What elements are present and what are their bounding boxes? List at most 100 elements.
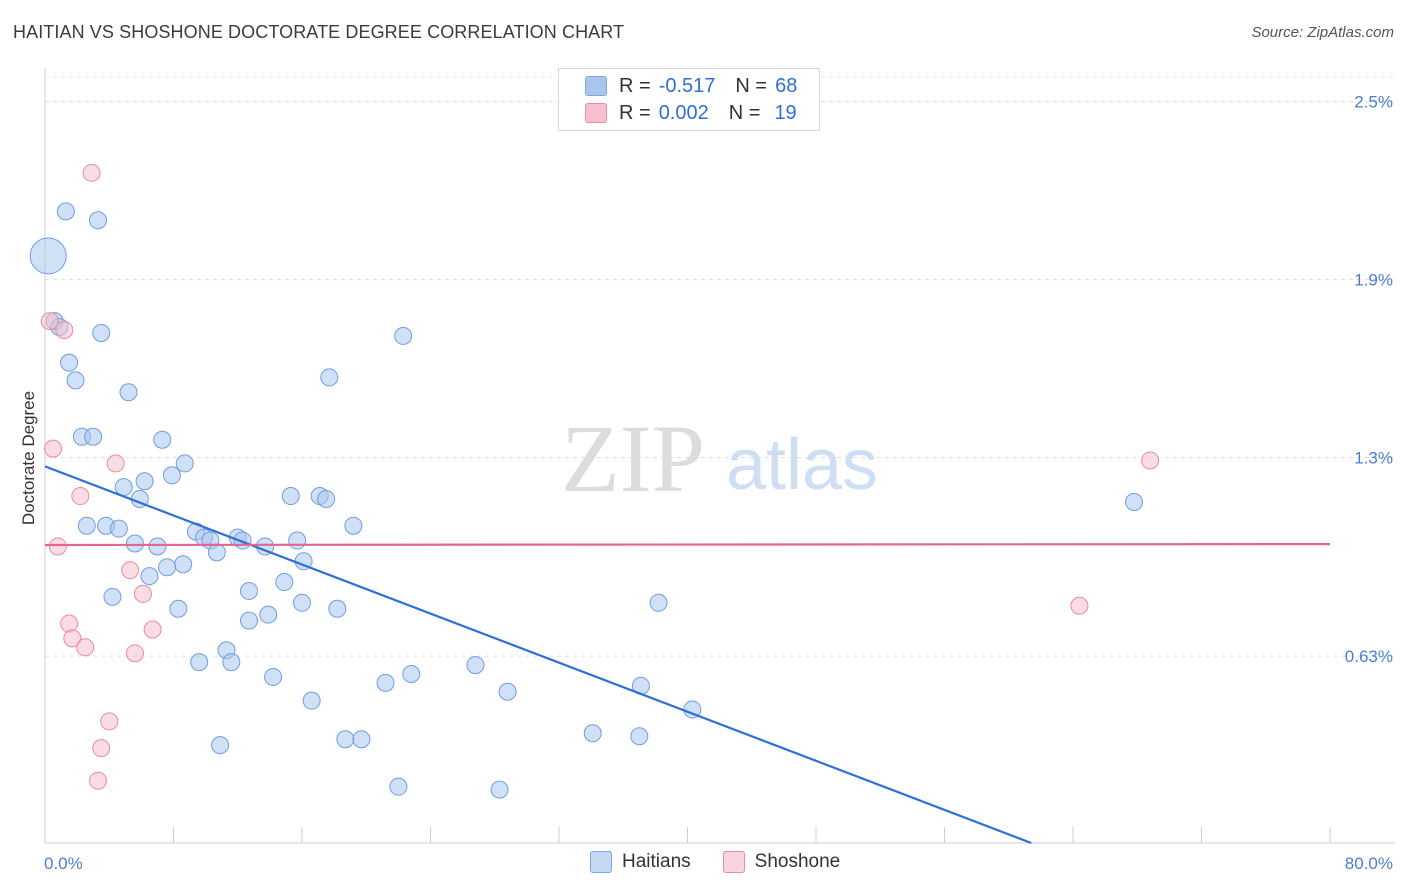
data-point-haitians <box>302 691 321 710</box>
data-point-haitians <box>389 777 408 796</box>
legend-n-value: 68 <box>775 74 798 97</box>
data-point-shoshone <box>44 439 63 458</box>
legend-swatch-shoshone <box>585 103 607 123</box>
data-point-shoshone <box>92 739 111 758</box>
data-point-haitians <box>190 653 209 672</box>
y-axis-label: Doctorate Degree <box>19 391 38 525</box>
data-point-haitians <box>125 534 144 553</box>
data-point-haitians <box>239 611 258 630</box>
legend-r-value: 0.002 <box>658 101 709 124</box>
data-point-haitians <box>264 667 283 686</box>
data-point-shoshone <box>48 537 67 556</box>
legend-row-shoshone: R = 0.002 N = 19 <box>585 101 797 125</box>
axes <box>44 68 1395 844</box>
x-tick-label: 0.0% <box>44 854 83 873</box>
data-point-haitians <box>175 454 194 473</box>
data-point-shoshone <box>76 638 95 657</box>
data-point-haitians <box>344 516 363 535</box>
data-point-shoshone <box>71 487 90 506</box>
legend-r-value: -0.517 <box>658 74 716 97</box>
data-point-haitians <box>56 202 75 221</box>
legend-r-label: R = <box>619 74 651 97</box>
data-point-shoshone <box>100 712 119 731</box>
data-point-haitians <box>259 605 278 624</box>
data-point-shoshone <box>121 561 140 580</box>
data-point-haitians <box>275 573 294 592</box>
legend-item-haitians[interactable]: Haitians <box>590 851 691 873</box>
legend-r-label: R = <box>619 101 651 124</box>
grid-lines <box>45 76 1395 657</box>
data-point-shoshone <box>125 644 144 663</box>
data-point-haitians <box>153 430 172 449</box>
data-point-shoshone <box>63 629 82 648</box>
data-point-haitians <box>66 371 85 390</box>
trend-line-shoshone <box>44 542 1331 547</box>
data-point-haitians <box>92 323 111 342</box>
data-point-haitians <box>328 599 347 618</box>
data-point-haitians <box>649 593 668 612</box>
data-point-haitians <box>317 490 336 509</box>
data-point-haitians <box>29 237 67 275</box>
legend-swatch-shoshone <box>722 851 745 873</box>
chart-title: HAITIAN VS SHOSHONE DOCTORATE DEGREE COR… <box>13 22 625 42</box>
data-point-haitians <box>394 326 413 345</box>
data-point-haitians <box>376 673 395 692</box>
series-legend: Haitians Shoshone <box>590 851 872 873</box>
watermark-atlas: atlas <box>726 425 878 505</box>
x-tick-label: 80.0% <box>1345 854 1393 873</box>
data-point-shoshone <box>55 320 74 339</box>
chart-source: Source: ZipAtlas.com <box>1251 24 1394 41</box>
data-point-shoshone <box>1141 451 1160 470</box>
y-tick-label: 2.5% <box>1354 93 1393 112</box>
legend-label-shoshone: Shoshone <box>754 851 841 872</box>
data-point-haitians <box>352 730 371 749</box>
data-point-haitians <box>109 519 128 538</box>
series-shoshone <box>40 163 1160 790</box>
data-point-haitians <box>119 383 138 402</box>
data-point-haitians <box>162 466 181 485</box>
legend-n-label: N = <box>728 101 761 124</box>
data-point-shoshone <box>106 454 125 473</box>
trend-lines <box>44 465 1331 845</box>
data-point-shoshone <box>1070 596 1089 615</box>
legend-row-haitians: R = -0.517 N = 68 <box>585 74 797 98</box>
watermark-zip: ZIP <box>561 405 705 512</box>
data-point-haitians <box>498 682 517 701</box>
data-point-haitians <box>222 653 241 672</box>
data-point-haitians <box>103 587 122 606</box>
data-point-haitians <box>466 656 485 675</box>
legend-n-label: N = <box>735 74 768 97</box>
data-point-haitians <box>89 211 108 230</box>
data-point-haitians <box>77 516 96 535</box>
data-point-haitians <box>211 736 230 755</box>
data-point-shoshone <box>89 771 108 790</box>
data-point-haitians <box>281 487 300 506</box>
data-point-haitians <box>320 368 339 387</box>
data-point-haitians <box>1125 492 1144 511</box>
data-point-haitians <box>583 724 602 743</box>
y-tick-label: 0.63% <box>1345 647 1393 666</box>
watermark: ZIP atlas <box>561 405 878 512</box>
data-point-haitians <box>60 353 79 372</box>
data-point-shoshone <box>133 584 152 603</box>
data-point-haitians <box>169 599 188 618</box>
y-tick-label: 1.3% <box>1354 449 1393 468</box>
data-point-shoshone <box>82 163 101 182</box>
legend-swatch-haitians <box>585 76 607 96</box>
data-point-haitians <box>207 543 226 562</box>
data-point-shoshone <box>60 614 79 633</box>
data-point-haitians <box>336 730 355 749</box>
data-point-haitians <box>148 537 167 556</box>
data-point-haitians <box>158 558 177 577</box>
data-point-haitians <box>135 472 154 491</box>
data-point-shoshone <box>143 620 162 639</box>
legend-swatch-haitians <box>590 851 612 873</box>
data-point-haitians <box>84 427 103 446</box>
legend-n-value: 19 <box>774 101 797 124</box>
y-tick-label: 1.9% <box>1354 271 1393 290</box>
data-point-haitians <box>293 593 311 612</box>
legend-item-shoshone[interactable]: Shoshone <box>722 851 841 873</box>
data-point-haitians <box>630 727 649 746</box>
data-point-haitians <box>490 780 509 799</box>
